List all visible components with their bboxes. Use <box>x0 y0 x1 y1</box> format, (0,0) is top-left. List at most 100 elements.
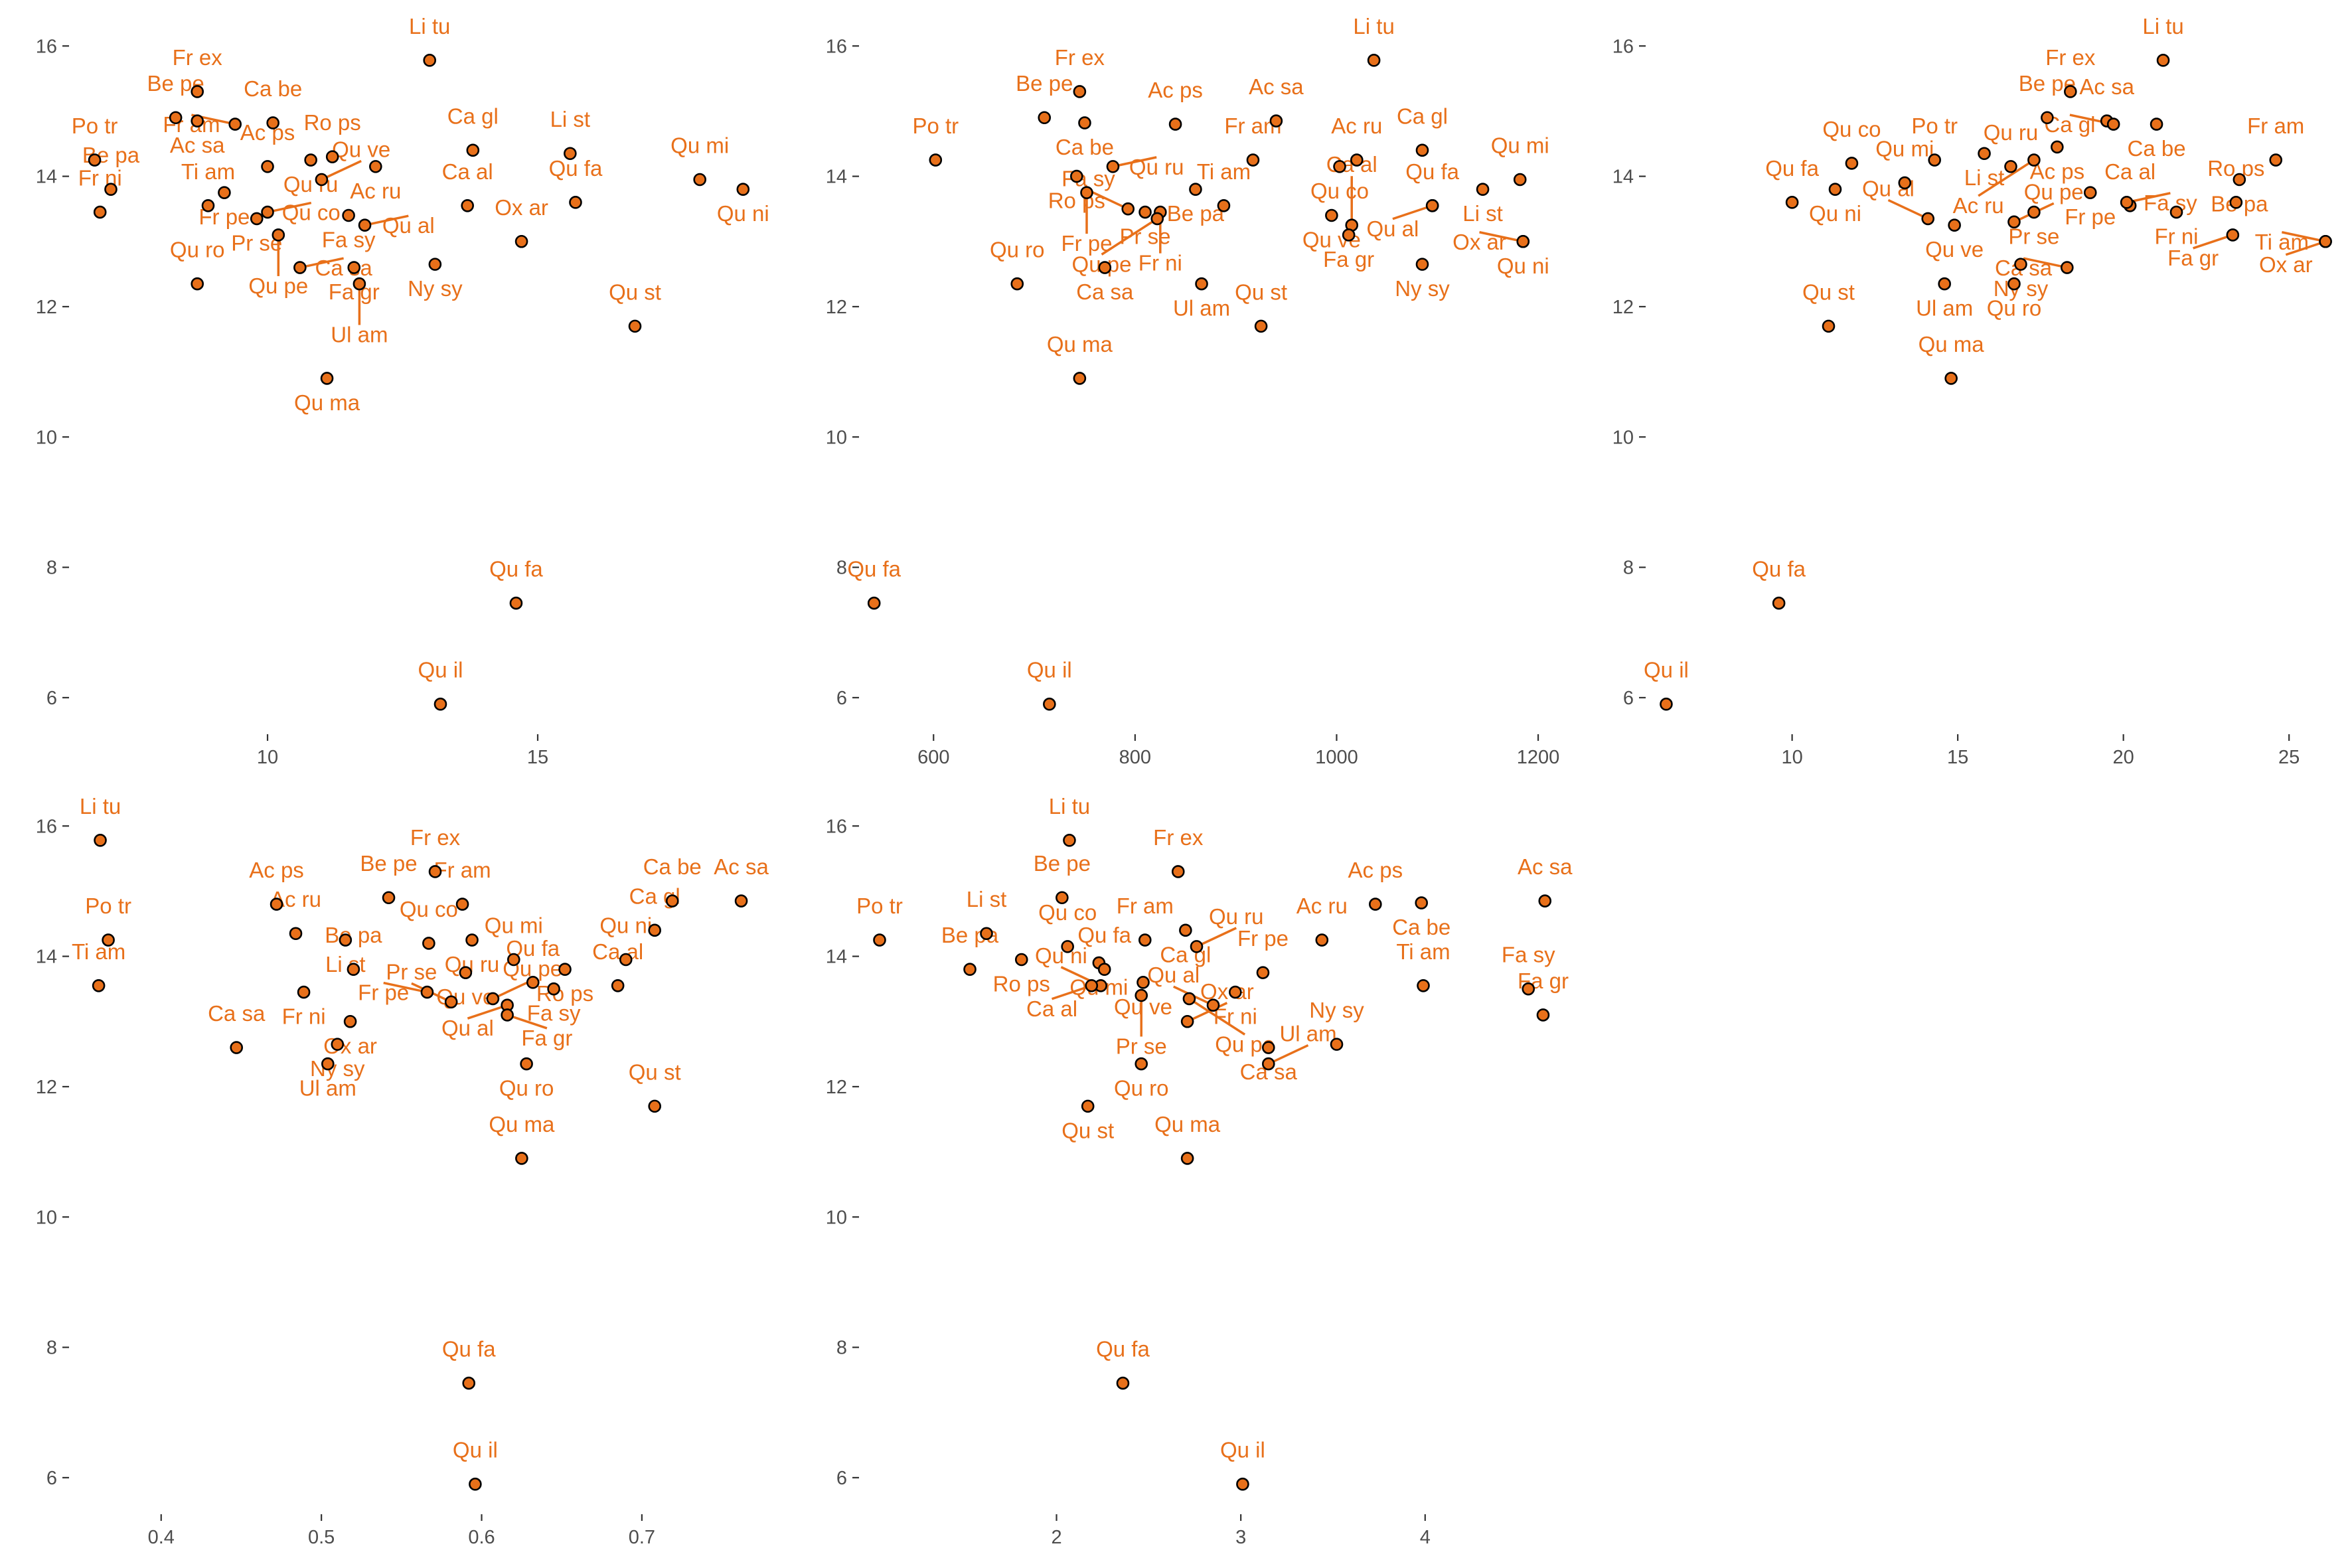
point-label: Qu fa <box>1096 1337 1150 1362</box>
data-point <box>2051 140 2064 154</box>
point-label: Be pa <box>325 923 382 947</box>
point-label: Ac ru <box>350 179 401 203</box>
point-label: Be pe <box>360 851 417 876</box>
point-label: Qu co <box>1822 117 1881 141</box>
data-point <box>102 933 115 947</box>
panel-4: 6 8 10 12 14 16 0.4 0.5 0.6 0.7 Li tu Fr ex Ac ps Be … <box>36 794 769 1548</box>
data-point <box>1078 116 1091 129</box>
data-point <box>1217 198 1231 212</box>
label-leader-line <box>1113 156 1157 168</box>
data-point <box>2269 153 2283 167</box>
data-point <box>1516 234 1530 248</box>
data-point <box>648 1099 662 1113</box>
data-point <box>1106 160 1120 173</box>
point-label: Fr ni <box>282 1004 326 1029</box>
label-leader-line <box>364 214 409 226</box>
point-label: Fr am <box>1117 894 1174 918</box>
data-point <box>1513 173 1527 187</box>
data-point <box>1256 966 1270 979</box>
point-label: Qu co <box>1310 179 1369 203</box>
data-point <box>1415 896 1429 909</box>
data-point <box>980 927 993 941</box>
data-point <box>2169 205 2183 219</box>
point-label: Fr pe <box>1237 926 1289 951</box>
point-label: Ul am <box>1173 296 1230 321</box>
point-label: Qu ro <box>170 238 225 262</box>
point-label: Pr se <box>2008 224 2059 249</box>
y-tick-label: 6 <box>46 688 57 709</box>
data-point <box>1261 1057 1275 1071</box>
x-tick-label: 0.5 <box>308 1527 335 1548</box>
point-label: Li tu <box>409 14 450 39</box>
data-point <box>230 1041 244 1054</box>
data-point <box>272 228 285 242</box>
point-label: Fr ex <box>2045 45 2096 70</box>
data-point <box>873 933 886 947</box>
point-label: Fa sy <box>1502 943 1555 967</box>
data-point <box>1828 183 1842 196</box>
data-point <box>353 277 366 291</box>
data-point <box>459 966 473 979</box>
point-label: Fr pe <box>358 980 409 1005</box>
data-point <box>1978 147 1991 161</box>
y-tick-label: 10 <box>36 427 57 448</box>
point-label: Qu fa <box>489 557 543 582</box>
data-point <box>486 992 500 1006</box>
point-label: Fr ni <box>1138 251 1182 275</box>
point-label: Ti am <box>181 159 235 184</box>
point-label: Fa gr <box>2167 246 2219 270</box>
point-label: Qu ro <box>1114 1076 1169 1101</box>
point-label: Ti am <box>1197 159 1251 184</box>
point-label: Ca be <box>1392 915 1450 939</box>
point-label: Qu fa <box>1752 557 1806 582</box>
data-point <box>2061 261 2074 274</box>
data-point <box>1098 261 1112 274</box>
y-tick-label: 14 <box>1612 167 1634 188</box>
panel-2: 6 8 10 12 14 16 600 800 1000 1200 Li tu Fr ex Ca gl A… <box>826 14 1560 768</box>
point-label: Ca be <box>2128 136 2186 161</box>
point-label: Ac sa <box>2079 74 2134 99</box>
point-label: Be pe <box>1016 71 1073 96</box>
data-point <box>261 160 274 173</box>
point-label: Qu st <box>1802 279 1855 304</box>
point-label: Li st <box>1462 201 1503 226</box>
data-point <box>665 894 679 907</box>
point-label: Qu ni <box>1035 943 1087 968</box>
data-point <box>509 596 523 610</box>
y-tick-label: 14 <box>826 167 847 188</box>
label-leader-line <box>1087 189 1129 210</box>
point-label: Qu ro <box>499 1076 554 1101</box>
data-point <box>1014 953 1028 967</box>
data-point <box>1330 1038 1344 1051</box>
point-label: Qu co <box>282 200 341 225</box>
y-tick-label: 14 <box>36 947 57 968</box>
data-point <box>2007 277 2021 291</box>
data-point <box>347 261 361 274</box>
point-label: Fr am <box>433 858 491 882</box>
data-point <box>619 953 633 967</box>
point-label: Ti am <box>1396 939 1450 964</box>
data-point <box>1070 169 1083 183</box>
data-point <box>1081 1099 1095 1113</box>
data-point <box>465 933 479 947</box>
data-point <box>501 1008 514 1022</box>
y-tick-label: 16 <box>826 816 847 837</box>
x-tick-label: 15 <box>1947 747 1968 768</box>
point-label: Be pa <box>1167 201 1225 226</box>
data-point <box>515 1152 528 1165</box>
data-point <box>320 372 334 385</box>
data-point <box>648 923 662 937</box>
point-label: Qu ru <box>1984 120 2039 145</box>
data-point <box>428 258 442 271</box>
x-tick-label: 0.4 <box>148 1527 175 1548</box>
data-point <box>1056 891 1069 905</box>
data-point <box>569 196 582 209</box>
point-label: Qu fa <box>1765 156 1819 181</box>
data-point <box>2083 186 2097 199</box>
point-label: Qu ma <box>1047 332 1113 356</box>
data-point <box>201 198 215 212</box>
point-label: Qu st <box>1061 1118 1114 1142</box>
